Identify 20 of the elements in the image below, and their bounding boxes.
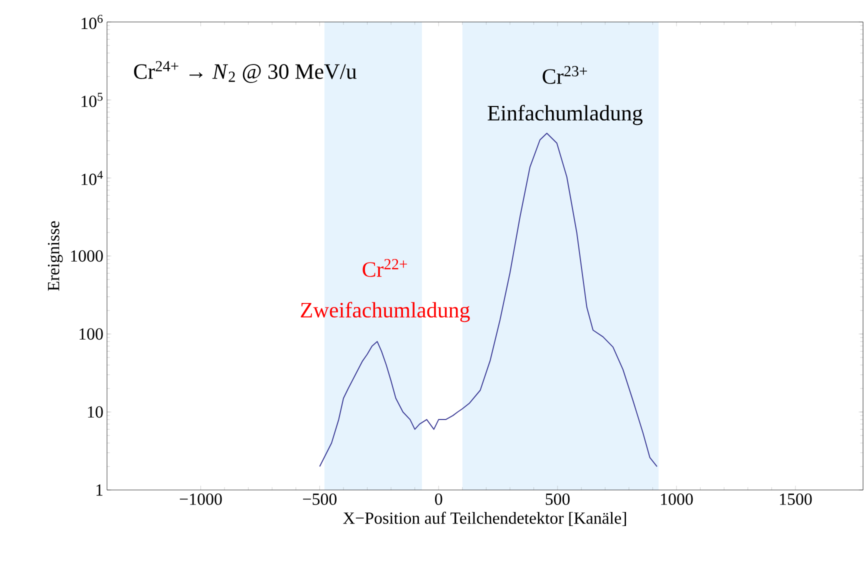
annotation: Cr$^{22+}$: [362, 259, 407, 277]
y-tick-label: 1: [96, 484, 102, 496]
x-tick-label: 1000: [661, 494, 693, 505]
y-tick-label: 10$^{4}$: [82, 170, 103, 186]
annotation: Zweifachumladung: [300, 302, 470, 322]
x-tick-label: −500: [303, 494, 337, 505]
x-tick-label: 0: [435, 494, 442, 505]
annotation: Cr$^{23+}$: [542, 66, 587, 84]
x-axis-title: X−Position auf Teilchendetektor [Kanäle]: [343, 512, 626, 526]
annotation: Cr$^{24+}$ → N$_{2}$ @ 30 MeV/u: [134, 61, 357, 83]
y-tick-label: 100: [80, 328, 103, 340]
x-tick-label: −1000: [180, 494, 222, 505]
y-tick-label: 1000: [71, 250, 103, 262]
x-tick-label: 1500: [780, 494, 812, 505]
y-tick-label: 10$^{5}$: [82, 92, 103, 108]
annotation: Einfachumladung: [488, 104, 643, 126]
x-tick-label: 500: [546, 494, 570, 505]
y-axis-title: Ereignisse: [48, 221, 63, 291]
y-tick-label: 10: [88, 406, 103, 418]
y-tick-label: 10$^{6}$: [82, 14, 103, 30]
